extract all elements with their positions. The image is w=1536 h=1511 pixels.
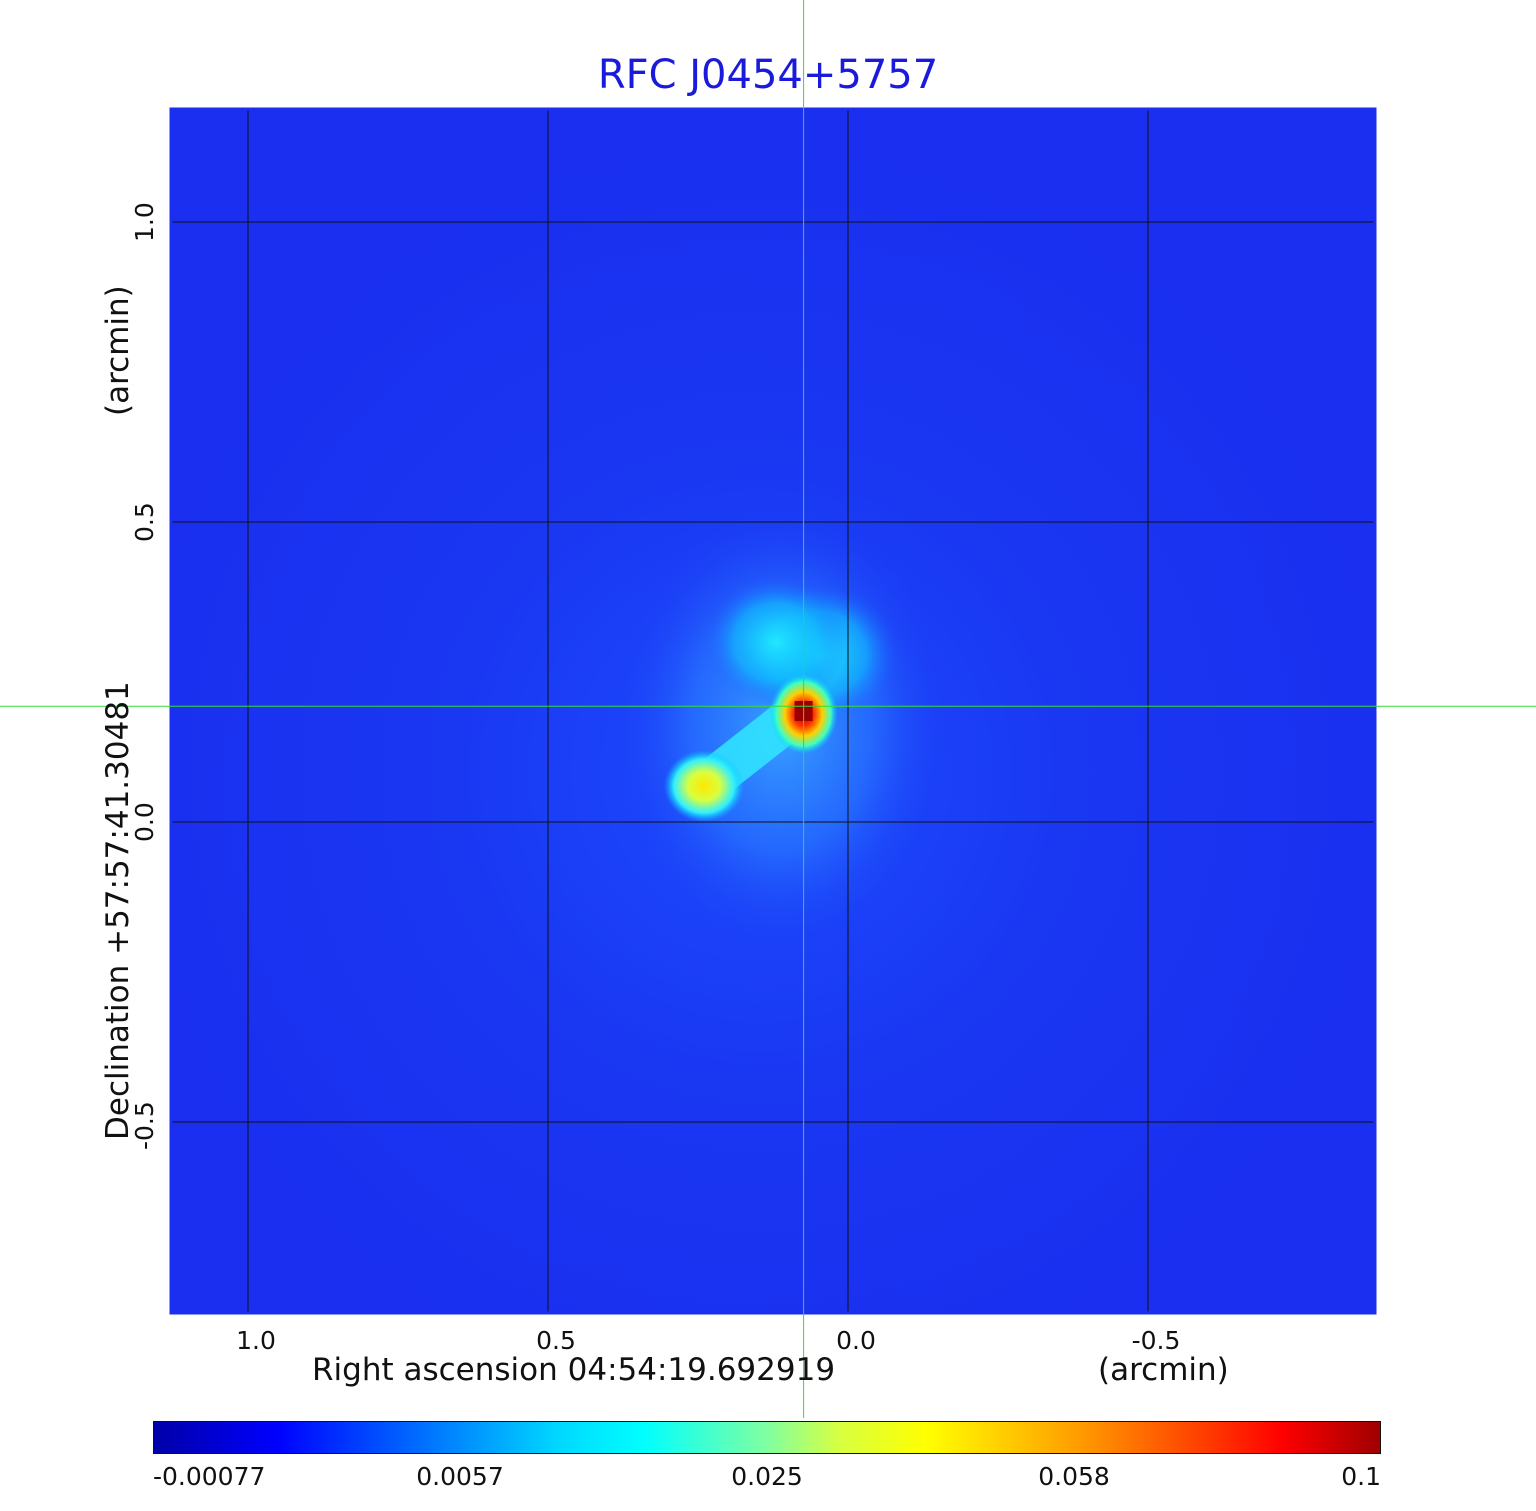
x-axis-label: Right ascension 04:54:19.692919 [312,1352,836,1388]
x-tick-label: -0.5 [1131,1326,1181,1355]
colorbar-tick-label: -0.00077 [153,1462,266,1491]
source-knot [664,750,744,822]
colorbar-tick-label: 0.025 [731,1462,803,1491]
source-lobe [706,577,846,707]
x-tick-label: 1.0 [236,1326,276,1355]
colorbar-tick-label: 0.0057 [416,1462,504,1491]
x-tick-label: 0.5 [536,1326,576,1355]
colorbar-tick-label: 0.058 [1038,1462,1110,1491]
y-tick-label: 0.5 [130,502,159,542]
plot-frame [169,107,1377,1315]
grid-layer [171,109,1375,1313]
colorbar-tick-label: 0.1 [1341,1462,1381,1491]
y-tick-label: 1.0 [130,202,159,242]
x-tick-label: 0.0 [836,1326,876,1355]
image-map[interactable] [170,108,1376,1314]
y-axis-label: Declination +57:57:41.30481 [100,681,136,1140]
colorbar [153,1421,1381,1454]
crosshair [0,0,1536,1418]
chart-title: RFC J0454+5757 [597,52,939,98]
x-axis-unit: (arcmin) [1098,1352,1229,1388]
y-axis-unit: (arcmin) [100,285,136,416]
